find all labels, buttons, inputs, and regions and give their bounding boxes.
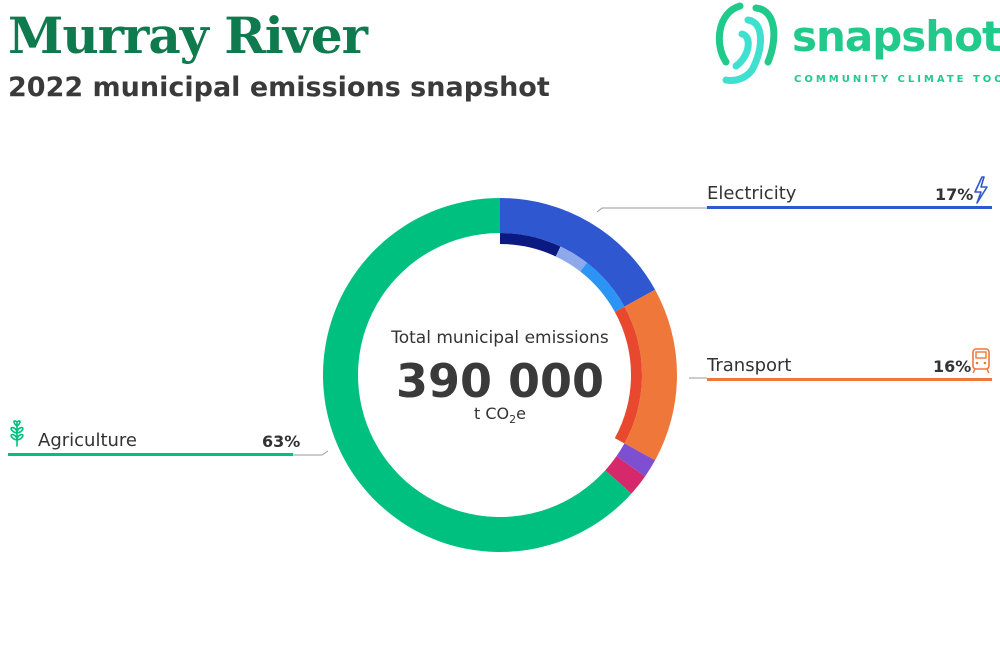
fingerprint-icon: [715, 2, 778, 84]
donut-segment-electricity-0: [500, 198, 656, 307]
electricity-label: Electricity: [707, 183, 797, 204]
agriculture-leader: [293, 450, 329, 456]
lightning-icon: [974, 176, 988, 204]
agriculture-label: Agriculture: [38, 430, 137, 451]
transport-underline: [707, 378, 992, 381]
electricity-leader: [596, 207, 707, 213]
donut-inner-segment-electricity-0: [500, 233, 561, 257]
sprout-icon: [10, 420, 24, 447]
train-icon: [972, 348, 990, 374]
snapshot-logo: snapshot COMMUNITY CLIMATE TOOL: [712, 0, 1000, 90]
donut-segment-transport-1: [624, 289, 677, 461]
page-subtitle: 2022 municipal emissions snapshot: [8, 72, 550, 103]
agriculture-underline: [8, 453, 293, 456]
donut-segment-agriculture-4: [322, 198, 632, 553]
agriculture-percent: 63%: [262, 432, 301, 451]
inner-ring: [500, 233, 642, 444]
electricity-percent: 17%: [935, 185, 974, 204]
total-label: Total municipal emissions: [391, 328, 609, 348]
logo-wordmark: snapshot: [792, 12, 1000, 61]
page-title: Murray River: [8, 6, 368, 65]
unit-suffix: e: [516, 404, 526, 423]
donut-segment-other-3: [605, 456, 646, 494]
donut-inner-segment-electricity-1: [555, 246, 588, 272]
leader-lines: [293, 207, 707, 456]
donut-inner-segment-transport-3: [614, 306, 642, 444]
donut-segment-other-2: [616, 443, 656, 477]
outer-ring: [322, 198, 677, 553]
transport-label: Transport: [707, 355, 792, 376]
logo-tagline: COMMUNITY CLIMATE TOOL: [794, 74, 1000, 85]
unit-subscript: 2: [509, 413, 517, 427]
total-unit: t CO2e: [380, 404, 620, 426]
donut-inner-segment-electricity-2: [580, 262, 625, 312]
unit-prefix: t CO: [474, 404, 510, 423]
total-value: 390 000: [395, 354, 605, 408]
transport-percent: 16%: [933, 357, 972, 376]
electricity-underline: [707, 206, 992, 209]
